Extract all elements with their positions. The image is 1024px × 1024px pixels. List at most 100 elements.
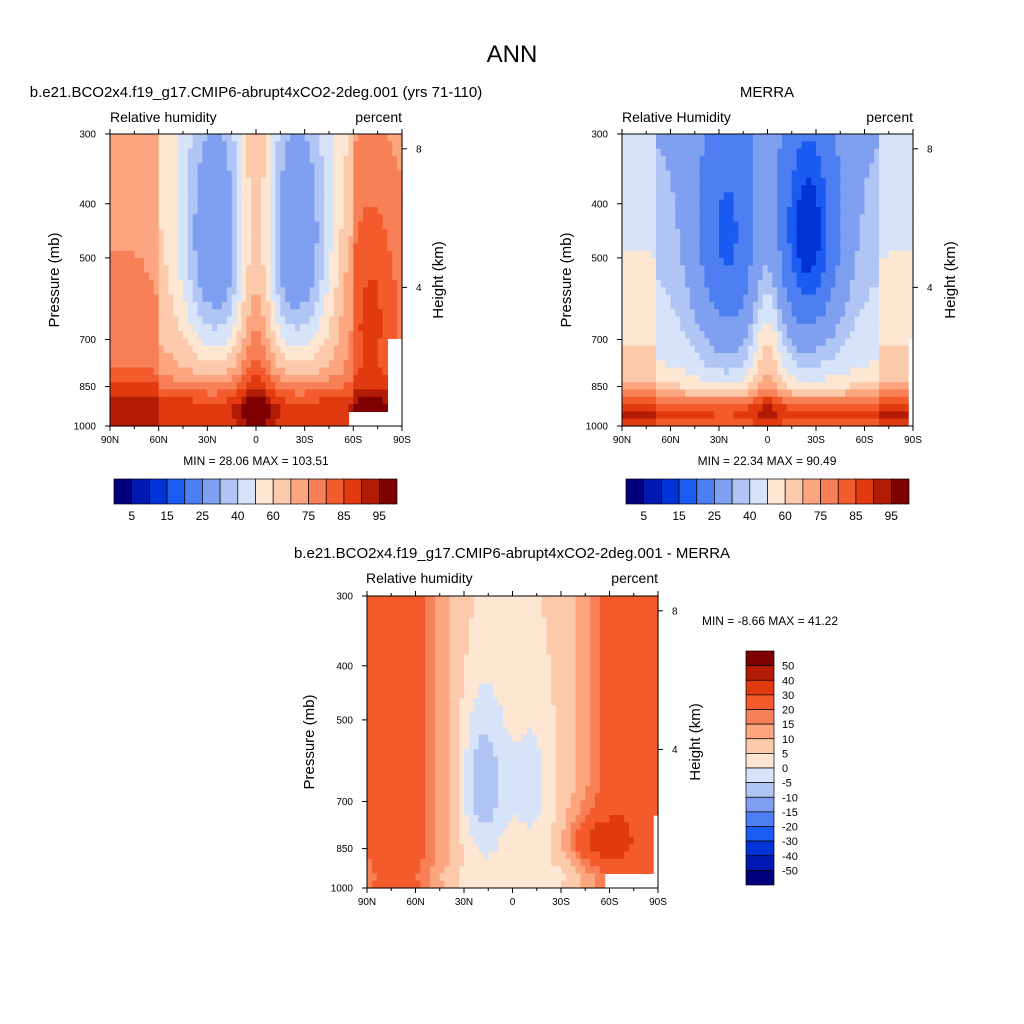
heatmap-cell	[816, 367, 822, 376]
heatmap-cell	[801, 265, 807, 274]
heatmap-cell	[704, 221, 710, 230]
heatmap-cell	[217, 265, 223, 274]
heatmap-cell	[665, 214, 672, 223]
heatmap-cell	[816, 236, 822, 245]
heatmap-cell	[299, 353, 306, 361]
heatmap-cell	[646, 294, 652, 303]
heatmap-cell	[217, 243, 223, 252]
heatmap-cell	[748, 338, 754, 347]
heatmap-cell	[129, 243, 135, 252]
heatmap-cell	[743, 367, 749, 376]
heatmap-cell	[825, 411, 832, 420]
heatmap-cell	[646, 141, 652, 150]
heatmap-cell	[314, 148, 320, 157]
heatmap-cell	[849, 141, 856, 150]
heatmap-cell	[236, 345, 242, 354]
heatmap-cell	[382, 236, 388, 245]
heatmap-cell	[820, 155, 827, 164]
heatmap-cell	[163, 265, 169, 274]
heatmap-cell	[636, 207, 642, 215]
heatmap-cell	[275, 155, 281, 164]
heatmap-cell	[256, 360, 262, 369]
heatmap-cell	[217, 301, 223, 310]
heatmap-cell	[752, 272, 759, 281]
heatmap-cell	[864, 148, 870, 157]
heatmap-cell	[655, 353, 662, 361]
heatmap-cell	[324, 309, 330, 318]
heatmap-cell	[246, 192, 252, 201]
heatmap-cell	[752, 367, 759, 376]
heatmap-cell	[743, 316, 749, 325]
heatmap-cell	[173, 418, 179, 427]
heatmap-cell	[396, 596, 402, 604]
x-tick-label: 30S	[296, 435, 314, 446]
heatmap-cell	[231, 389, 238, 398]
heatmap-cell	[646, 360, 652, 369]
heatmap-cell	[144, 353, 150, 361]
heatmap-cell	[898, 411, 904, 420]
heatmap-cell	[699, 177, 706, 186]
heatmap-cell	[119, 374, 126, 383]
heatmap-cell	[806, 141, 812, 150]
heatmap-cell	[665, 294, 672, 303]
heatmap-cell	[207, 323, 213, 332]
heatmap-cell	[903, 250, 909, 259]
heatmap-cell	[859, 404, 866, 412]
heatmap-cell	[396, 603, 402, 612]
heatmap-cell	[748, 411, 754, 420]
heatmap-cell	[197, 192, 204, 201]
heatmap-cell	[714, 404, 720, 412]
heatmap-cell	[786, 177, 793, 186]
heatmap-cell	[685, 199, 691, 208]
heatmap-cell	[714, 148, 720, 157]
heatmap-cell	[816, 294, 822, 303]
heatmap-cell	[241, 258, 247, 266]
heatmap-cell	[309, 396, 315, 405]
heatmap-cell	[777, 265, 783, 274]
heatmap-cell	[772, 367, 778, 376]
heatmap-cell	[704, 199, 710, 208]
heatmap-cell	[392, 207, 398, 215]
heatmap-cell	[202, 265, 208, 274]
heatmap-cell	[762, 353, 769, 361]
heatmap-cell	[908, 148, 914, 157]
heatmap-cell	[670, 360, 676, 369]
heatmap-cell	[231, 199, 238, 208]
heatmap-cell	[187, 367, 194, 376]
heatmap-cell	[256, 280, 262, 288]
heatmap-cell	[139, 396, 145, 405]
heatmap-cell	[183, 207, 189, 215]
heatmap-cell	[382, 338, 388, 347]
heatmap-cell	[874, 155, 880, 164]
heatmap-cell	[260, 214, 267, 223]
heatmap-cell	[285, 418, 291, 427]
heatmap-cell	[221, 170, 228, 179]
heatmap-cell	[825, 141, 832, 150]
heatmap-cell	[869, 163, 875, 172]
heatmap-cell	[767, 345, 773, 354]
heatmap-cell	[903, 221, 909, 230]
heatmap-cell	[651, 155, 657, 164]
heatmap-cell	[187, 294, 194, 303]
heatmap-cell	[338, 411, 345, 420]
heatmap-cell	[883, 148, 890, 157]
heatmap-cell	[275, 345, 281, 354]
heatmap-cell	[806, 360, 812, 369]
heatmap-cell	[806, 280, 812, 288]
heatmap-cell	[777, 141, 783, 150]
heatmap-cell	[163, 221, 169, 230]
heatmap-cell	[738, 331, 744, 339]
heatmap-cell	[879, 265, 885, 274]
heatmap-cell	[748, 331, 754, 339]
heatmap-cell	[236, 170, 242, 179]
heatmap-cell	[641, 207, 647, 215]
heatmap-cell	[888, 148, 895, 157]
heatmap-cell	[675, 243, 681, 252]
heatmap-cell	[631, 360, 638, 369]
heatmap-cell	[329, 367, 335, 376]
heatmap-cell	[430, 603, 436, 612]
heatmap-cell	[854, 155, 861, 164]
heatmap-cell	[849, 185, 856, 193]
heatmap-cell	[231, 134, 238, 142]
heatmap-cell	[782, 163, 788, 172]
